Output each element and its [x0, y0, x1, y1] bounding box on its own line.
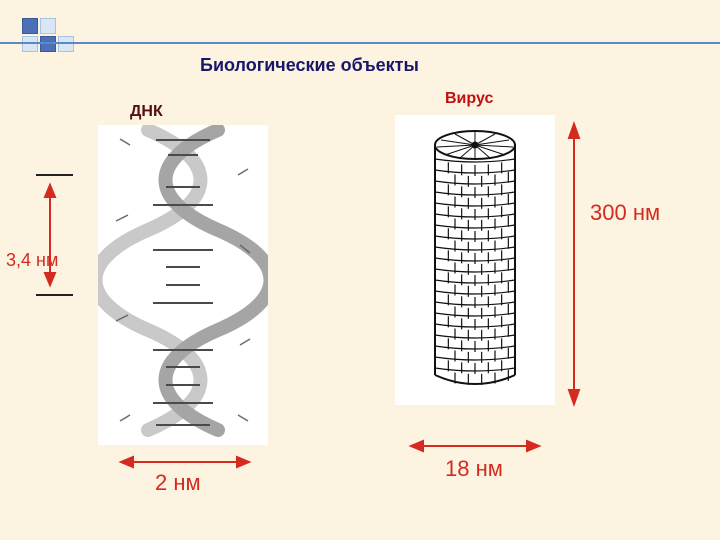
virus-illustration	[395, 115, 555, 405]
virus-panel	[395, 115, 555, 405]
virus-height-value: 300 нм	[590, 200, 660, 226]
virus-label: Вирус	[445, 90, 493, 108]
virus-height-dimension	[560, 118, 600, 410]
header-rule	[0, 42, 720, 44]
corner-decor	[58, 36, 74, 52]
dna-width-value: 2 нм	[155, 470, 201, 496]
dna-height-dimension	[8, 165, 88, 315]
virus-width-value: 18 нм	[445, 456, 503, 482]
corner-decor	[40, 36, 56, 52]
corner-decor	[22, 36, 38, 52]
dna-height-value: 3,4 нм	[6, 250, 58, 271]
dna-label: ДНК	[130, 103, 163, 121]
dna-panel	[98, 125, 268, 445]
corner-decor	[22, 18, 38, 34]
corner-decor	[40, 18, 56, 34]
dna-illustration	[98, 125, 268, 445]
page-title: Биологические объекты	[200, 55, 419, 76]
